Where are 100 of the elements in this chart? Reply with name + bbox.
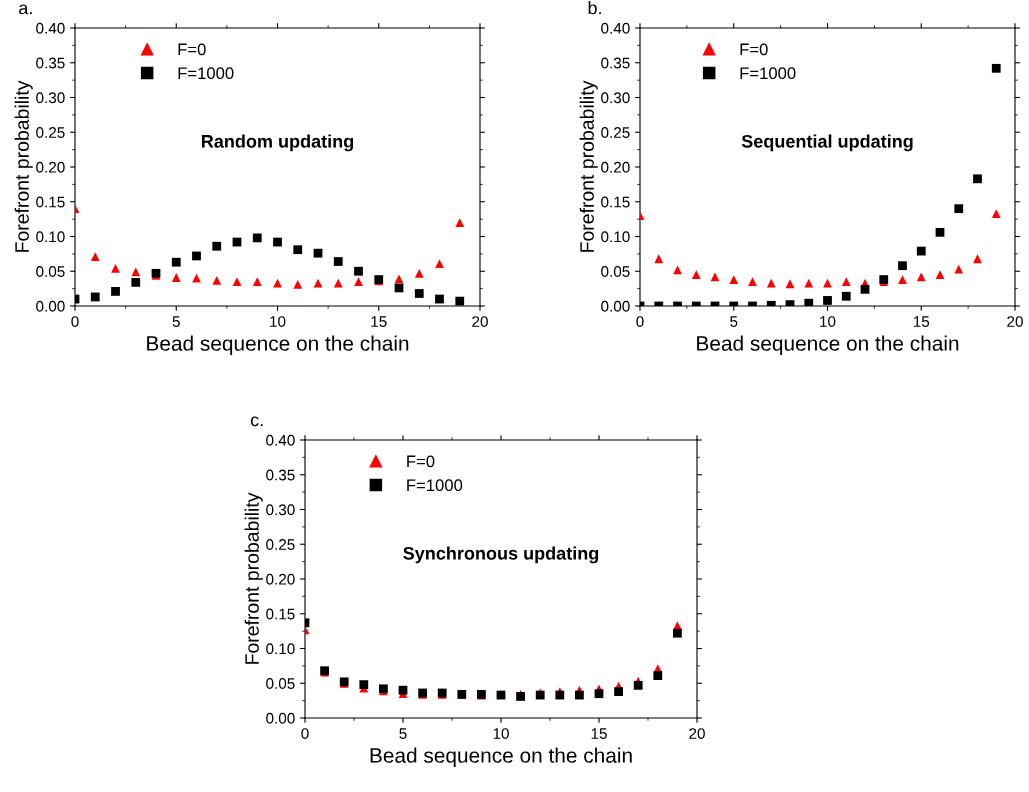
point — [455, 218, 465, 227]
x-tick-label: 5 — [730, 316, 738, 327]
point — [594, 689, 604, 699]
point — [785, 279, 795, 289]
y-tick-label: 0.20 — [36, 161, 65, 173]
point — [333, 278, 343, 288]
point — [252, 233, 262, 243]
legend-label: F=0 — [407, 455, 435, 468]
point — [435, 294, 444, 304]
point — [916, 246, 926, 256]
y-tick-label: 0.20 — [601, 161, 630, 173]
point — [435, 259, 444, 268]
annotation: Sequential updating — [741, 134, 913, 152]
y-axis-title: Forefront probability — [14, 80, 33, 252]
legend-label: F=0 — [740, 43, 768, 56]
point — [748, 277, 757, 287]
x-tick-label: 20 — [472, 316, 488, 327]
point — [935, 270, 945, 280]
legend-label: F=0 — [178, 43, 206, 56]
point — [414, 289, 424, 298]
point — [273, 237, 282, 247]
y-tick-label: 0.10 — [266, 643, 295, 655]
y-tick-label: 0.15 — [36, 196, 65, 208]
point — [804, 278, 814, 288]
x-tick-label: 0 — [636, 316, 644, 327]
point — [111, 287, 120, 296]
legend-label: F=1000 — [407, 479, 463, 492]
point — [916, 272, 926, 282]
chart-title: a. — [19, 4, 32, 15]
point — [414, 268, 424, 278]
y-axis-title: Forefront probability — [244, 492, 263, 664]
point — [898, 261, 907, 271]
point — [212, 241, 222, 251]
x-tick-label: 15 — [371, 316, 387, 327]
point — [653, 671, 663, 680]
x-tick-label: 15 — [913, 316, 930, 327]
point — [898, 275, 907, 284]
point — [192, 251, 201, 261]
y-tick-label: 0.15 — [601, 196, 630, 208]
x-tick-label: 20 — [689, 728, 705, 739]
y-tick-label: 0.25 — [266, 539, 295, 550]
point — [935, 227, 945, 237]
chart-title: b. — [588, 1, 601, 15]
point — [232, 277, 242, 287]
x-tick-label: 0 — [301, 728, 309, 739]
point — [860, 284, 870, 294]
x-axis-title: Bead sequence on the chain — [147, 335, 409, 355]
y-tick-label: 0.25 — [601, 127, 630, 138]
point — [90, 252, 100, 262]
point — [398, 685, 408, 695]
point — [293, 280, 303, 289]
y-tick-label: 0.40 — [36, 22, 65, 34]
point — [212, 275, 222, 285]
y-tick-label: 0.30 — [601, 92, 630, 104]
y-tick-label: 0.30 — [266, 504, 295, 516]
point — [333, 257, 343, 266]
point — [131, 277, 141, 287]
y-tick-label: 0.10 — [36, 231, 65, 243]
x-axis-title: Bead sequence on the chain — [697, 335, 959, 355]
point — [973, 174, 982, 184]
point — [192, 273, 201, 283]
point — [575, 690, 584, 700]
point — [654, 254, 664, 264]
point — [973, 254, 982, 264]
y-tick-label: 0.35 — [36, 57, 65, 69]
point — [710, 272, 720, 282]
x-tick-label: 10 — [820, 316, 836, 327]
point — [766, 278, 776, 288]
x-tick-label: 20 — [1007, 316, 1023, 327]
point — [90, 292, 100, 302]
point — [673, 265, 682, 275]
annotation: Synchronous updating — [403, 546, 599, 564]
point — [991, 209, 1001, 218]
y-tick-label: 0.40 — [601, 22, 630, 34]
point — [293, 245, 303, 255]
point — [633, 680, 643, 690]
point — [804, 298, 814, 306]
y-tick-label: 0.00 — [266, 712, 295, 724]
point — [252, 277, 262, 287]
y-tick-label: 0.40 — [266, 434, 295, 446]
x-tick-label: 5 — [172, 316, 180, 327]
x-tick-label: 10 — [270, 316, 286, 327]
point — [394, 274, 404, 284]
x-tick-label: 5 — [399, 728, 407, 739]
point — [171, 273, 181, 282]
point — [555, 690, 565, 700]
x-tick-label: 10 — [493, 728, 509, 739]
point — [111, 264, 120, 273]
point — [954, 204, 964, 214]
y-tick-label: 0.25 — [36, 127, 65, 138]
point — [954, 264, 964, 274]
y-tick-label: 0.30 — [36, 92, 65, 104]
y-tick-label: 0.05 — [266, 678, 295, 689]
y-tick-label: 0.15 — [266, 608, 295, 620]
legend-label: F=1000 — [178, 67, 234, 80]
point — [691, 270, 701, 280]
annotation: Random updating — [201, 134, 354, 152]
y-tick-label: 0.05 — [36, 266, 65, 277]
point — [131, 267, 141, 277]
point — [823, 296, 832, 305]
